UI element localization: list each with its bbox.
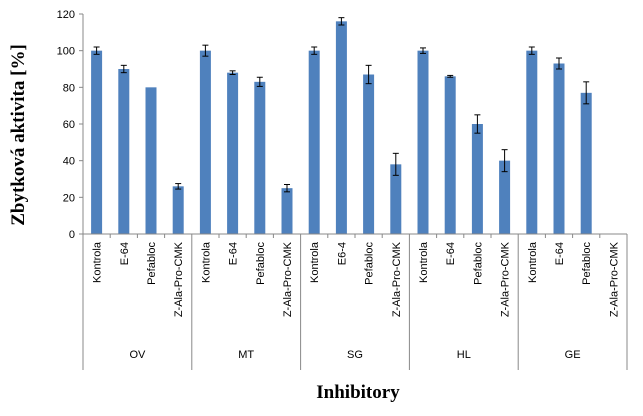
bar: [227, 72, 239, 235]
bar: [254, 81, 266, 234]
x-group-label: OV: [129, 349, 146, 361]
x-axis-title: Inhibitory: [316, 382, 400, 403]
x-category-label: E-64: [119, 242, 131, 265]
x-category-label: E-64: [445, 242, 457, 265]
x-category-label: Kontrola: [92, 241, 104, 283]
bar: [363, 74, 375, 234]
bars: [91, 17, 617, 235]
x-category-label: Pefabloc: [146, 242, 158, 285]
bar: [118, 69, 130, 234]
x-category-label: Z-Ala-Pro-CMK: [608, 241, 620, 317]
x-category-label: Pefabloc: [364, 242, 376, 285]
x-category-label: E-64: [228, 242, 240, 265]
bar: [553, 63, 565, 234]
bar: [499, 160, 511, 234]
x-category-label: Pefabloc: [472, 242, 484, 285]
x-category-label: Z-Ala-Pro-CMK: [282, 241, 294, 317]
bar: [444, 76, 456, 234]
x-group-label: HL: [457, 349, 471, 361]
x-category-label: Pefabloc: [255, 242, 267, 285]
y-axis: 0 20 40 60 80 100 120: [57, 9, 84, 241]
bar: [308, 50, 320, 234]
bar: [580, 92, 592, 234]
bar: [526, 50, 538, 234]
y-tick-label: 80: [63, 82, 75, 94]
bar: [390, 164, 402, 234]
x-category-label: Kontrola: [527, 241, 539, 283]
x-category-label: E6-4: [336, 242, 348, 265]
x-group-label: MT: [238, 349, 254, 361]
bar: [471, 124, 483, 234]
x-axis: Kontrola E-64 Pefabloc Z-Ala-Pro-CMK OV Kontr…: [82, 233, 628, 370]
y-tick-label: 120: [57, 9, 75, 21]
y-tick-label: 20: [63, 192, 75, 204]
y-tick-label: 100: [57, 46, 75, 58]
x-category-label: Z-Ala-Pro-CMK: [500, 241, 512, 317]
x-category-label: Kontrola: [309, 241, 321, 283]
y-tick-label: 40: [63, 156, 75, 168]
y-tick-label: 0: [69, 229, 75, 241]
bar: [145, 87, 157, 234]
x-group-label: SG: [347, 349, 363, 361]
x-category-label: E-64: [554, 242, 566, 265]
x-category-label: Z-Ala-Pro-CMK: [173, 241, 185, 317]
x-category-label: Pefabloc: [581, 242, 593, 285]
bar: [172, 186, 184, 234]
bar: [199, 50, 211, 234]
y-tick-label: 60: [63, 119, 75, 131]
x-category-label: Kontrola: [418, 241, 430, 283]
x-group-label: GE: [565, 349, 581, 361]
bar: [281, 188, 293, 234]
x-category-label: Z-Ala-Pro-CMK: [391, 241, 403, 317]
bar: [335, 21, 347, 235]
x-category-label: Kontrola: [200, 241, 212, 283]
y-axis-title: Zbytková aktivita [%]: [8, 44, 29, 226]
bar: [417, 50, 429, 234]
bar: [91, 50, 103, 234]
